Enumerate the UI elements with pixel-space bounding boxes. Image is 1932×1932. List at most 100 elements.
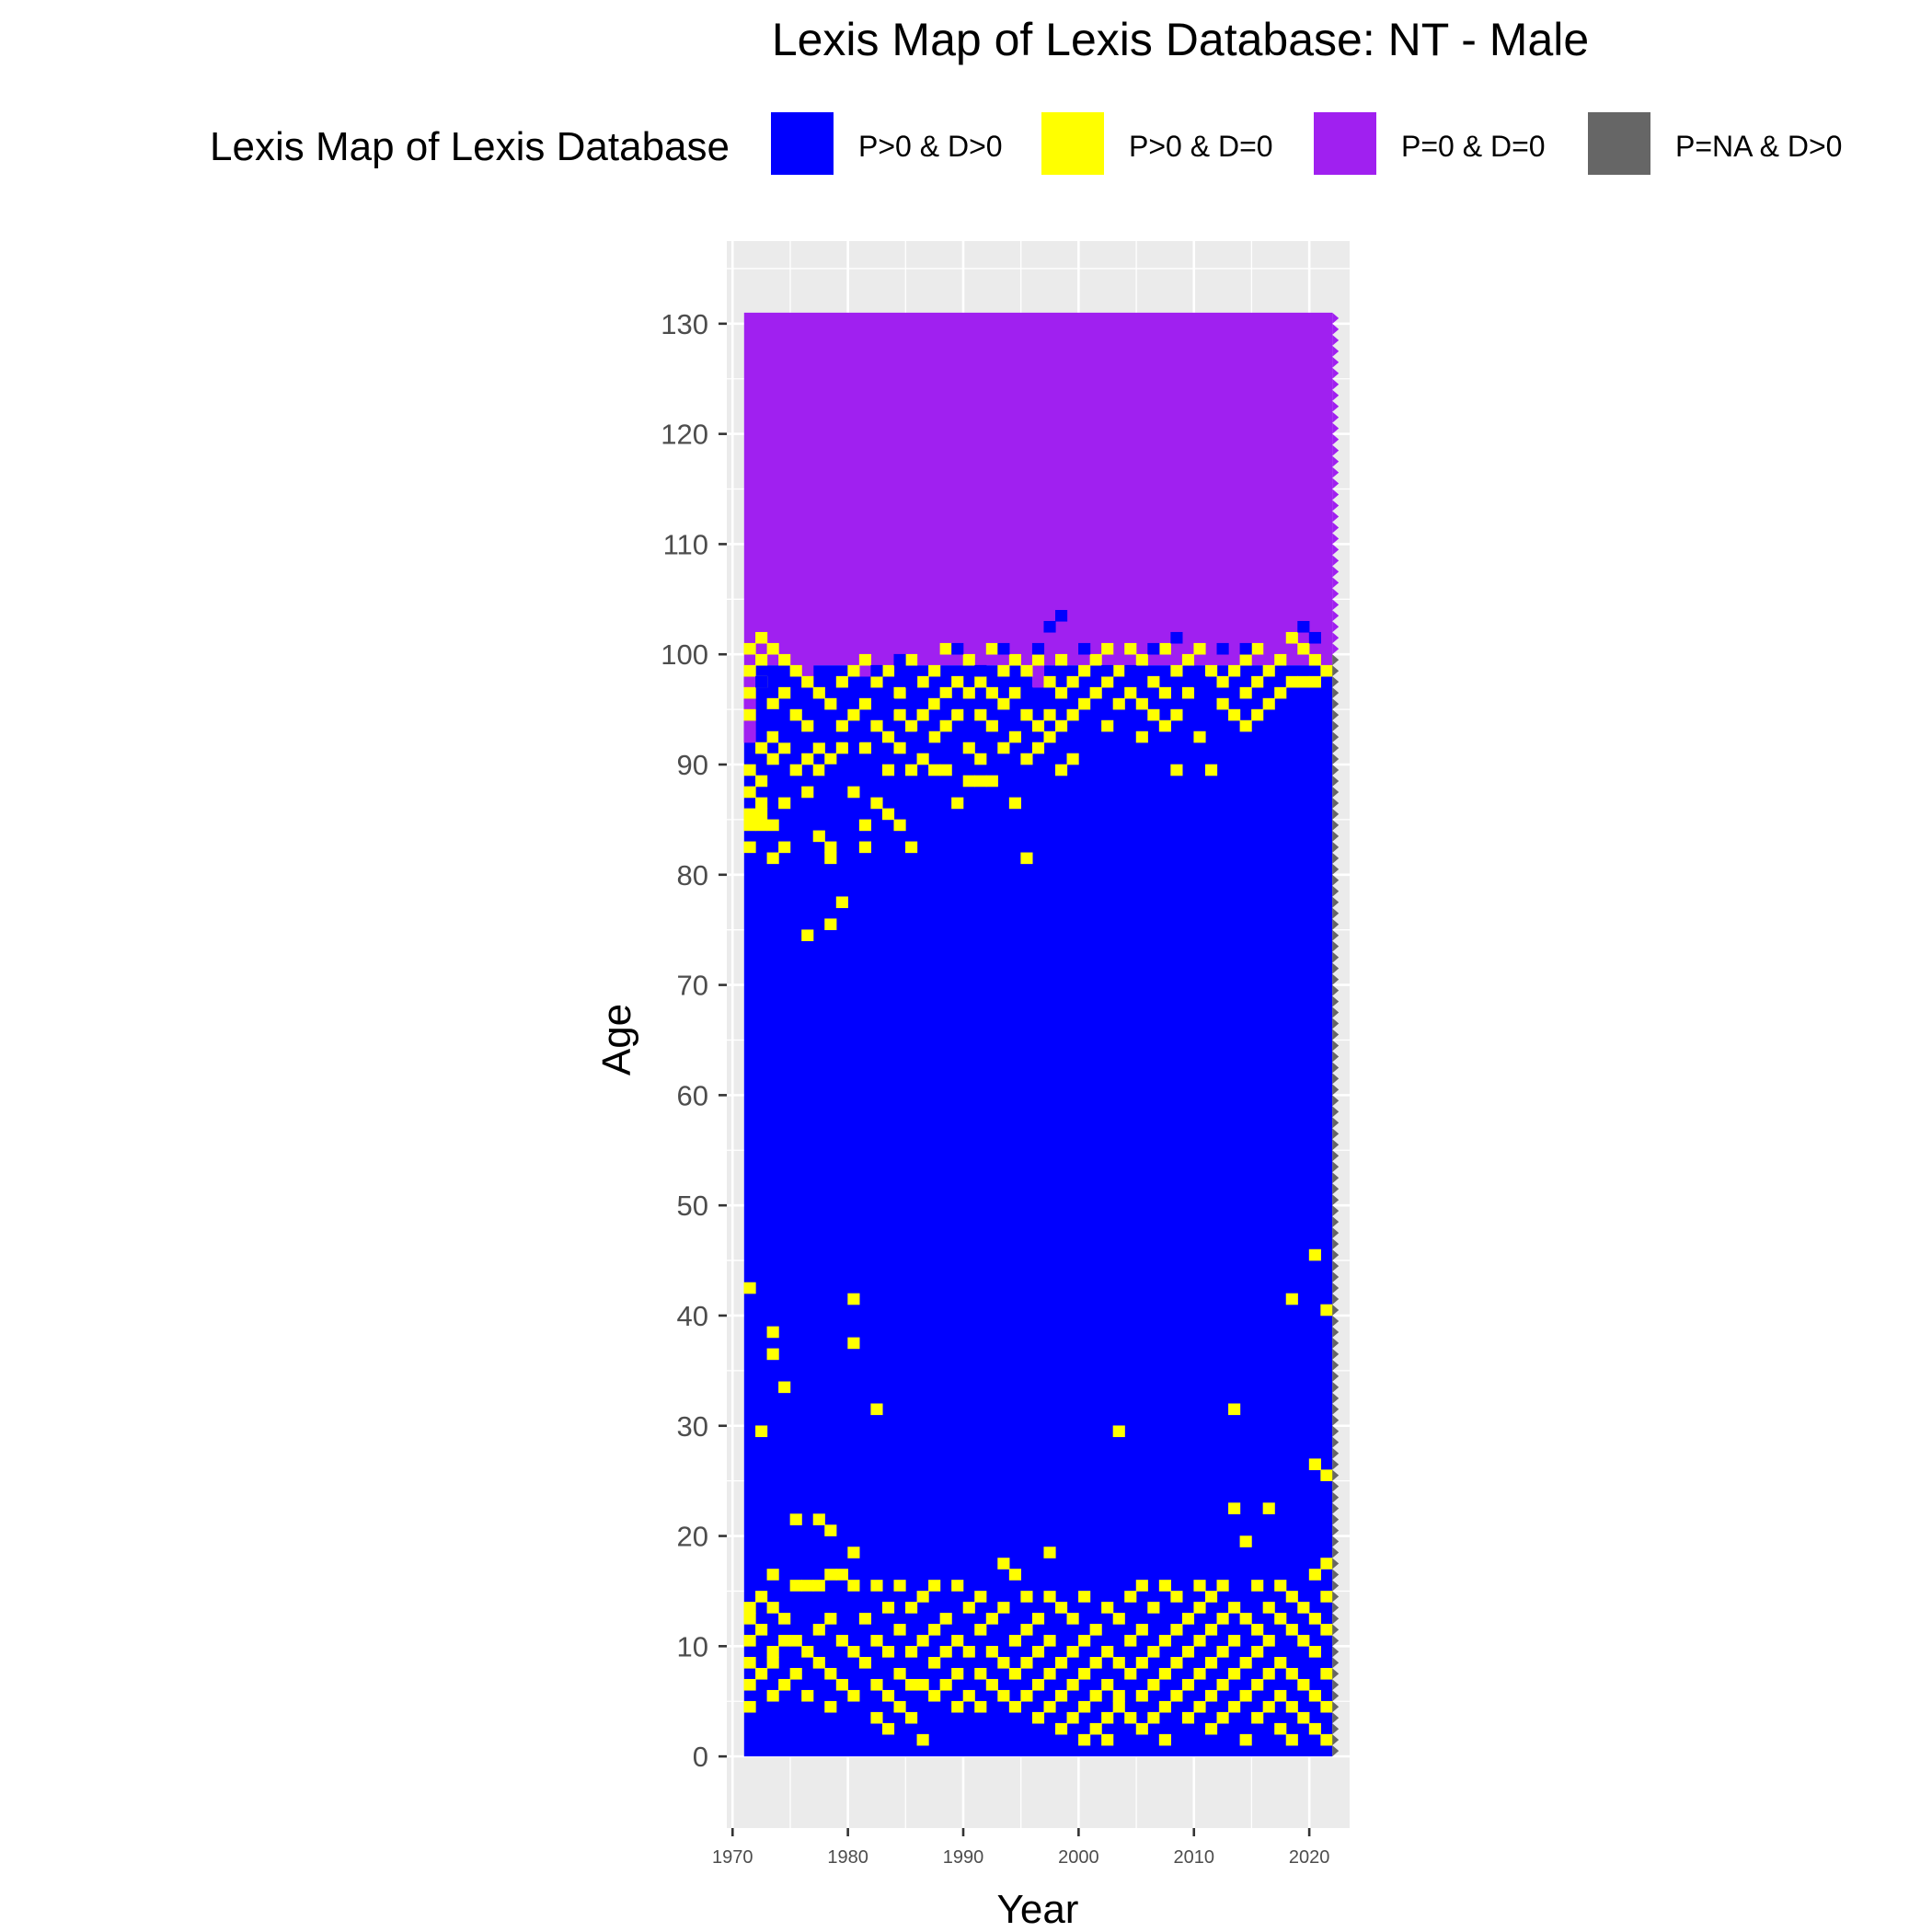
- cell-p-d0: [1239, 1689, 1252, 1702]
- cell-p-d0: [951, 797, 964, 810]
- cell-p-d0: [1193, 1668, 1206, 1680]
- cell-p-d-positive: [1147, 642, 1160, 655]
- cell-p-d-positive: [847, 730, 860, 743]
- legend-label: P=0 & D=0: [1401, 130, 1546, 163]
- y-axis-label: Age: [594, 1004, 639, 1075]
- cell-p-d0: [1031, 742, 1045, 754]
- cell-edge: [1332, 896, 1340, 908]
- cell-p-d0: [1158, 1635, 1171, 1647]
- cell-p-d0: [824, 1668, 837, 1680]
- cell-edge: [1332, 389, 1340, 401]
- cell-edge: [1332, 577, 1340, 589]
- cell-edge: [1332, 1095, 1340, 1107]
- cell-p-d0: [778, 1613, 791, 1625]
- cell-p-d0: [1285, 1293, 1298, 1305]
- cell-p-d0: [962, 1646, 975, 1658]
- cell-p-d0: [755, 1668, 768, 1680]
- cell-p-d-positive: [905, 675, 918, 688]
- cell-p-d0: [1031, 1678, 1045, 1691]
- cell-p-d0: [1308, 1569, 1321, 1581]
- legend-title: Lexis Map of Lexis Database: [210, 124, 730, 169]
- cell-edge: [1332, 1403, 1340, 1415]
- cell-edge: [1332, 1414, 1340, 1426]
- cell-edge: [1332, 951, 1340, 963]
- cell-p-d-positive: [1297, 620, 1310, 633]
- cell-p-d0: [1147, 1711, 1160, 1724]
- cell-p-d0: [766, 730, 779, 743]
- y-tick-label: 40: [677, 1300, 708, 1332]
- cell-p-d0: [1020, 1624, 1033, 1636]
- cell-p-d0: [1008, 686, 1021, 699]
- cell-p-d0: [1228, 1602, 1241, 1614]
- cell-p-d-positive: [1216, 642, 1229, 655]
- cell-p-d0: [824, 1700, 837, 1713]
- cell-p-d0: [812, 1624, 825, 1636]
- cell-edge: [1332, 1480, 1340, 1492]
- cell-p-d0: [905, 1602, 918, 1614]
- cell-p-d0: [905, 1646, 918, 1658]
- cell-p-d0: [755, 775, 768, 788]
- cell-p-d0: [1181, 1678, 1195, 1691]
- cell-p-d0: [1216, 1646, 1229, 1658]
- cell-p-d0: [847, 1580, 860, 1592]
- cell-p-d0: [1320, 1558, 1333, 1570]
- cell-p-d0: [1170, 1624, 1183, 1636]
- cell-p-d0: [1055, 686, 1068, 699]
- cell-p-d0: [870, 1635, 883, 1647]
- cell-p-d0: [1135, 653, 1148, 666]
- cell-p-d0: [835, 719, 848, 732]
- legend-items: P>0 & D>0 P>0 & D=0 P=0 & D=0 P=NA & D>0: [771, 112, 1842, 175]
- cell-p-d0: [847, 1293, 860, 1305]
- cell-p-d0: [835, 896, 848, 909]
- cell-p-d0: [870, 719, 883, 732]
- cell-p-d0: [893, 686, 906, 699]
- cell-p-d0: [974, 675, 987, 688]
- cell-p-d0: [1308, 653, 1321, 666]
- cell-p-d0: [812, 742, 825, 754]
- cell-p-d0: [1285, 631, 1298, 644]
- cell-p-d0: [835, 1635, 848, 1647]
- cell-p-d-positive: [870, 664, 883, 677]
- cell-edge: [1332, 1227, 1340, 1239]
- cell-p-d0: [916, 1678, 929, 1691]
- cell-p-d0: [1124, 1711, 1137, 1724]
- cell-edge: [1332, 1558, 1340, 1570]
- x-axis-label: Year: [997, 1887, 1079, 1932]
- cell-edge: [1332, 632, 1340, 644]
- cell-p-d0: [1216, 697, 1229, 710]
- cell-p-d0: [1078, 1668, 1091, 1680]
- cell-p-d0: [1170, 1689, 1183, 1702]
- cell-p-d-positive: [1308, 631, 1321, 644]
- cell-p-d0: [1216, 1580, 1229, 1592]
- cell-p-d0: [1285, 1668, 1298, 1680]
- cell-p-d0: [997, 1657, 1010, 1669]
- cell-p-d-positive: [1031, 642, 1045, 655]
- cell-edge: [1332, 1635, 1340, 1647]
- cell-p-d0: [801, 1689, 814, 1702]
- cell-p-d0: [974, 753, 987, 765]
- cell-p-d0: [1135, 1657, 1148, 1669]
- cell-p-d0: [1170, 764, 1183, 776]
- cell-p-d0: [766, 819, 779, 832]
- cell-p-d0: [1112, 1657, 1125, 1669]
- legend-label: P=NA & D>0: [1675, 130, 1842, 163]
- y-tick-label: 120: [661, 419, 708, 451]
- cell-p-d0: [743, 1657, 756, 1669]
- cell-p-d0: [766, 852, 779, 865]
- cell-p-d0: [1239, 719, 1252, 732]
- cell-p0-d0: [743, 730, 756, 743]
- cell-edge: [1332, 720, 1340, 732]
- cell-p-d-positive: [812, 730, 825, 743]
- cell-p-d0: [1204, 1591, 1218, 1603]
- cell-p-d0: [743, 819, 756, 832]
- cell-p-d0: [1216, 1613, 1229, 1625]
- cell-p-d0: [766, 1348, 779, 1361]
- cell-p-d0: [1320, 1668, 1333, 1680]
- cell-edge: [1332, 433, 1340, 445]
- cell-p-d0: [985, 642, 998, 655]
- cell-p-d0: [766, 753, 779, 765]
- y-tick-label: 60: [677, 1079, 708, 1111]
- cell-edge: [1332, 1436, 1340, 1448]
- cell-p-d-positive: [1170, 631, 1183, 644]
- cell-p-d0: [1147, 675, 1160, 688]
